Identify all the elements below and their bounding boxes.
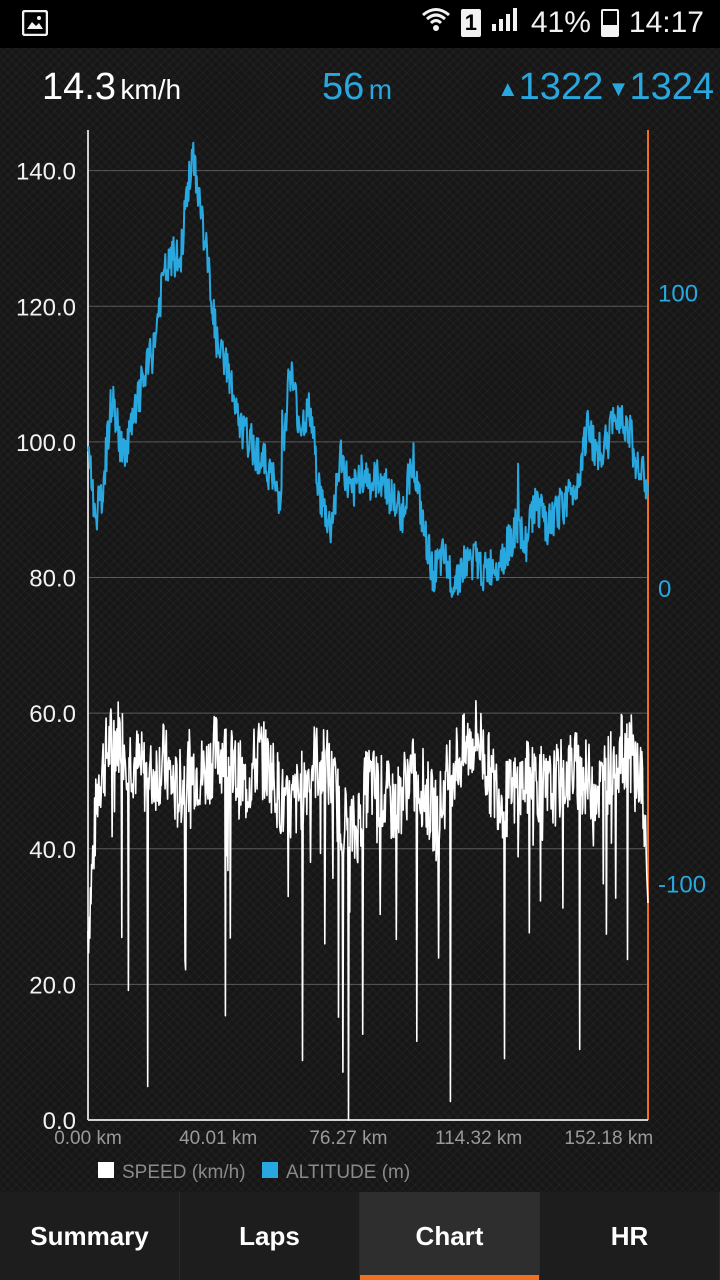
speed-value: 14.3 bbox=[42, 66, 116, 108]
y-left-tick-label: 140.0 bbox=[16, 159, 76, 186]
current-speed: 14.3 km/h bbox=[42, 66, 181, 109]
x-tick-label: 76.27 km bbox=[309, 1128, 387, 1149]
x-tick-label: 40.01 km bbox=[179, 1128, 257, 1149]
ascent-value: 1322 bbox=[518, 66, 604, 108]
x-tick-label: 0.00 km bbox=[54, 1128, 122, 1149]
tab-summary[interactable]: Summary bbox=[0, 1192, 180, 1280]
y-left-tick-label: 120.0 bbox=[16, 294, 76, 321]
y-left-tick-label: 40.0 bbox=[29, 837, 76, 864]
altitude-value: 56 bbox=[322, 66, 365, 108]
speed-altitude-chart[interactable]: 0.0 20.0 40.0 60.0 80.0 100.0 120.0 140.0 -100 0 1… bbox=[0, 120, 720, 1190]
y-left-tick-label: 0.0 bbox=[43, 1108, 76, 1135]
legend-swatch bbox=[98, 1162, 114, 1178]
descent-icon: ▼ bbox=[607, 76, 630, 101]
tab-chart[interactable]: Chart bbox=[360, 1192, 540, 1280]
y-right-tick-label: 0 bbox=[658, 576, 671, 603]
y-left-tick-label: 60.0 bbox=[29, 701, 76, 728]
elevation-gain-loss: ▲1322 ▼1324 bbox=[497, 66, 714, 109]
altitude-unit: m bbox=[368, 74, 393, 105]
descent-value: 1324 bbox=[629, 66, 714, 108]
clock: 14:17 bbox=[628, 6, 704, 39]
current-altitude: 56 m bbox=[322, 66, 392, 109]
speed-unit: km/h bbox=[120, 74, 182, 105]
sim-slot-icon: 1 bbox=[460, 9, 481, 37]
legend-label: ALTITUDE (m) bbox=[286, 1162, 410, 1183]
stats-header: 14.3 km/h 56 m ▲1322 ▼1324 bbox=[0, 56, 720, 122]
gallery-notification-icon bbox=[21, 9, 49, 44]
battery-percentage: 41% bbox=[530, 6, 591, 39]
ascent-icon: ▲ bbox=[496, 76, 519, 101]
status-bar: 1 41% 14:17 bbox=[0, 0, 720, 48]
altitude-series-line bbox=[87, 141, 649, 598]
x-tick-label: 152.18 km bbox=[564, 1128, 653, 1149]
tab-bar: Summary Laps Chart HR bbox=[0, 1192, 720, 1280]
x-tick-label: 114.32 km bbox=[435, 1128, 522, 1149]
speed-series-line bbox=[87, 699, 649, 1121]
y-right-tick-label: -100 bbox=[658, 872, 706, 899]
y-left-tick-label: 100.0 bbox=[16, 430, 76, 457]
cellular-signal-icon bbox=[491, 6, 521, 40]
y-right-tick-label: 100 bbox=[658, 281, 698, 308]
tab-hr[interactable]: HR bbox=[540, 1192, 720, 1280]
tab-laps[interactable]: Laps bbox=[180, 1192, 360, 1280]
battery-icon bbox=[600, 9, 619, 37]
legend-swatch bbox=[262, 1162, 278, 1178]
y-left-tick-label: 20.0 bbox=[29, 972, 76, 999]
legend-label: SPEED (km/h) bbox=[122, 1162, 246, 1183]
y-left-tick-label: 80.0 bbox=[29, 566, 76, 593]
wifi-icon bbox=[421, 6, 451, 40]
